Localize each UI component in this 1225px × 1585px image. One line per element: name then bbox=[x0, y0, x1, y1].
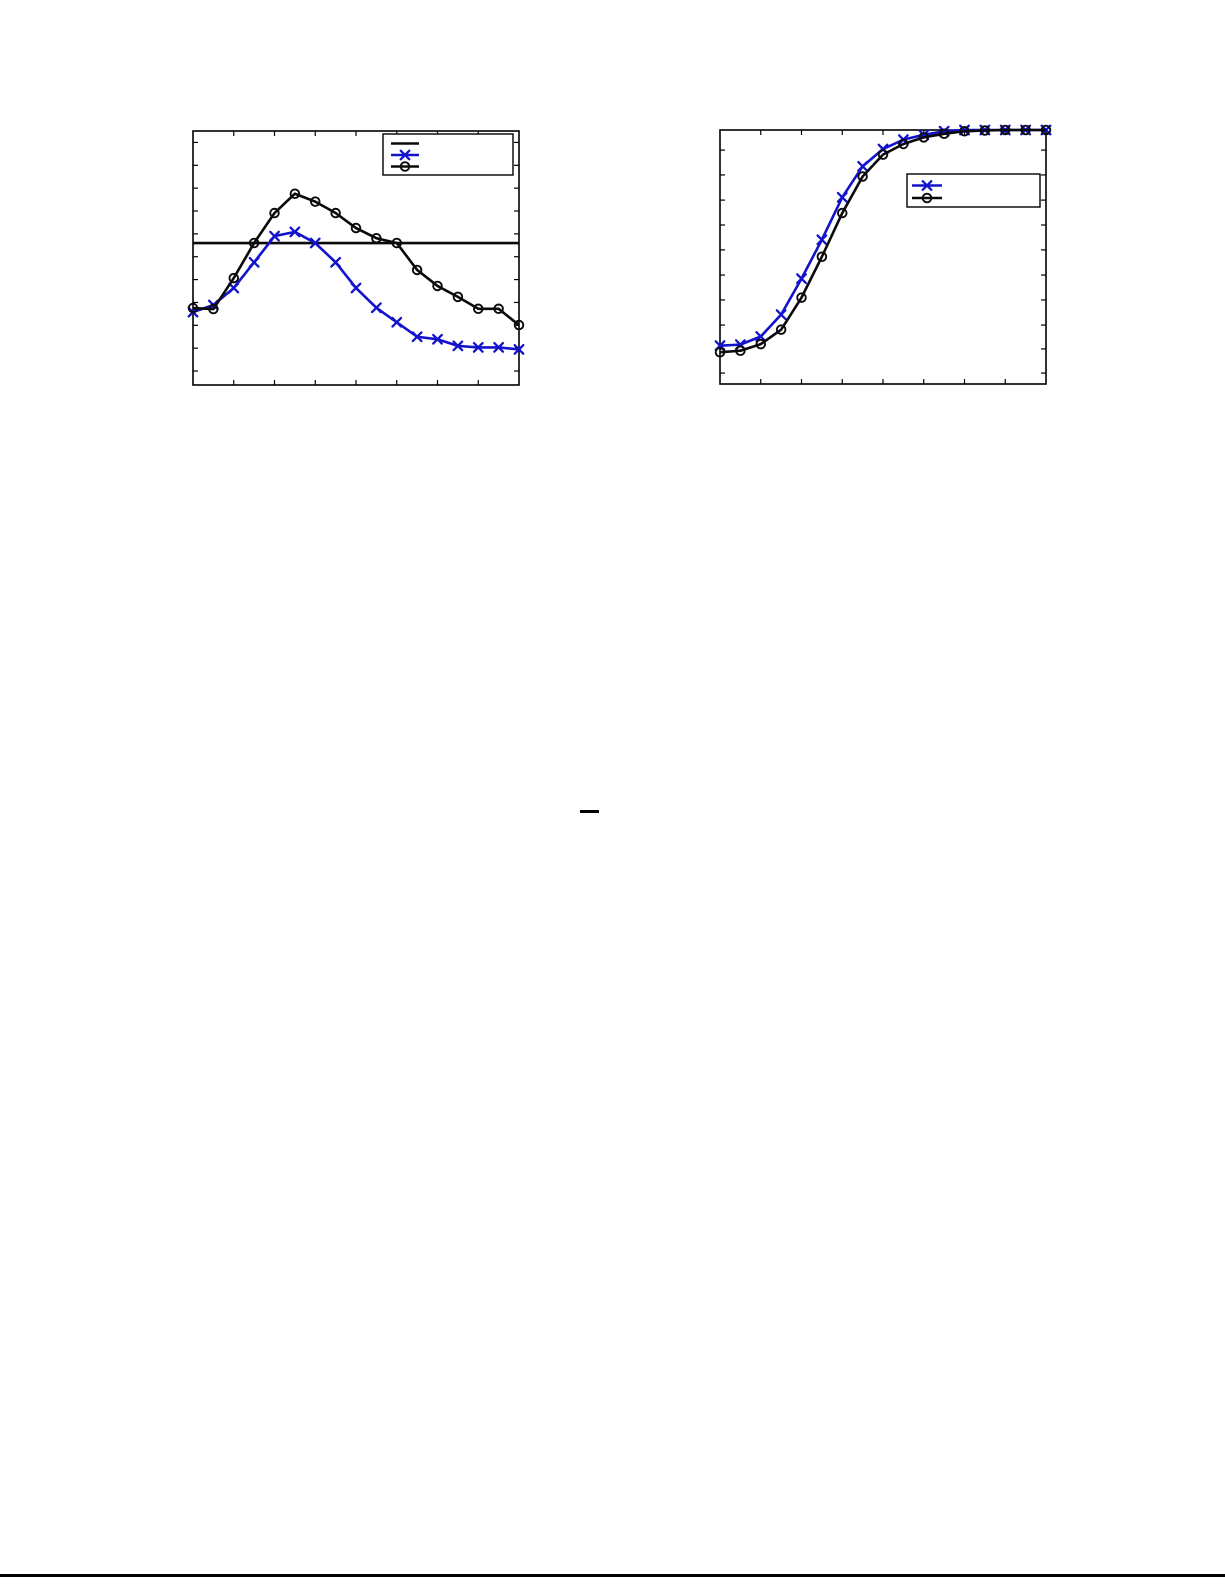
black-o-series bbox=[714, 124, 1052, 358]
left-line-chart bbox=[181, 119, 531, 397]
black-o-series bbox=[187, 188, 525, 331]
footer-rule bbox=[0, 1574, 1225, 1577]
axes-box bbox=[719, 129, 1047, 385]
plot-canvas bbox=[714, 124, 1052, 385]
plot-canvas bbox=[187, 130, 525, 386]
legend bbox=[382, 133, 514, 176]
legend bbox=[906, 173, 1041, 208]
axis-ticks bbox=[720, 130, 1046, 384]
right-line-chart bbox=[708, 118, 1058, 396]
blue-x-series bbox=[187, 226, 525, 355]
fraction-bar bbox=[580, 810, 599, 814]
